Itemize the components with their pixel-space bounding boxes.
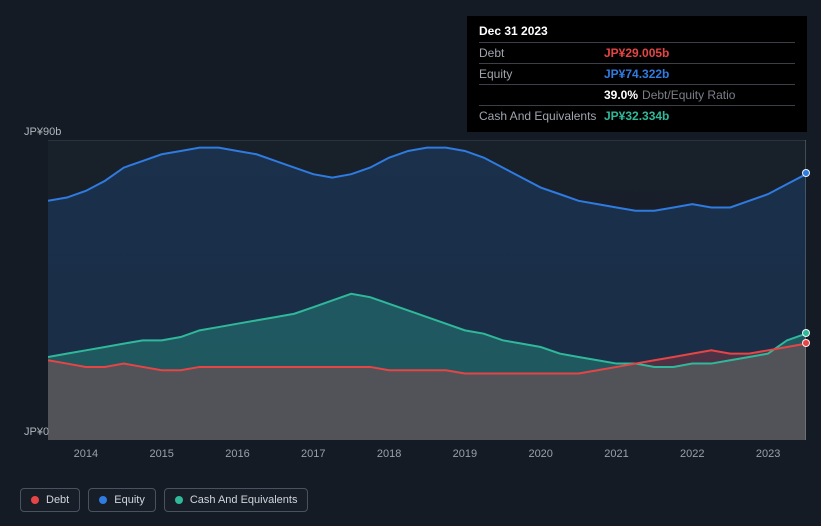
x-tick: 2014: [74, 448, 98, 460]
legend-label: Equity: [114, 494, 145, 506]
x-tick: 2016: [225, 448, 249, 460]
tooltip-value: JP¥29.005b: [604, 46, 669, 60]
tooltip-row: DebtJP¥29.005b: [479, 42, 795, 63]
x-tick: 2021: [604, 448, 628, 460]
x-tick: 2023: [756, 448, 780, 460]
chart-tooltip: Dec 31 2023 DebtJP¥29.005bEquityJP¥74.32…: [467, 16, 807, 132]
debt-end-marker: [802, 339, 810, 347]
x-tick: 2020: [528, 448, 552, 460]
tooltip-value: 39.0%Debt/Equity Ratio: [604, 88, 735, 102]
chart-svg: [48, 141, 806, 440]
legend-label: Debt: [46, 494, 69, 506]
y-axis-max: JP¥90b: [24, 126, 61, 138]
tooltip-value: JP¥32.334b: [604, 109, 669, 123]
tooltip-label: Equity: [479, 67, 604, 81]
x-axis: 2014 2015 2016 2017 2018 2019 2020 2021 2022 2023: [48, 448, 806, 464]
x-tick: 2022: [680, 448, 704, 460]
cash-end-marker: [802, 329, 810, 337]
hover-guideline: [805, 140, 806, 440]
equity-end-marker: [802, 169, 810, 177]
tooltip-label: Debt: [479, 46, 604, 60]
tooltip-row: EquityJP¥74.322b: [479, 63, 795, 84]
legend: Debt Equity Cash And Equivalents: [20, 488, 308, 512]
chart-plot-area[interactable]: [48, 140, 806, 440]
y-axis-min: JP¥0: [24, 426, 49, 438]
legend-label: Cash And Equivalents: [190, 494, 298, 506]
tooltip-label: [479, 88, 604, 102]
x-tick: 2019: [453, 448, 477, 460]
tooltip-row: Cash And EquivalentsJP¥32.334b: [479, 105, 795, 126]
legend-dot: [175, 496, 183, 504]
tooltip-date: Dec 31 2023: [479, 24, 795, 42]
chart-container: Dec 31 2023 DebtJP¥29.005bEquityJP¥74.32…: [0, 0, 821, 526]
tooltip-suffix: Debt/Equity Ratio: [642, 88, 735, 102]
legend-item[interactable]: Cash And Equivalents: [164, 488, 309, 512]
legend-dot: [31, 496, 39, 504]
tooltip-row: 39.0%Debt/Equity Ratio: [479, 84, 795, 105]
tooltip-value: JP¥74.322b: [604, 67, 669, 81]
legend-dot: [99, 496, 107, 504]
tooltip-label: Cash And Equivalents: [479, 109, 604, 123]
legend-item[interactable]: Debt: [20, 488, 80, 512]
x-tick: 2018: [377, 448, 401, 460]
x-tick: 2015: [149, 448, 173, 460]
legend-item[interactable]: Equity: [88, 488, 156, 512]
x-tick: 2017: [301, 448, 325, 460]
